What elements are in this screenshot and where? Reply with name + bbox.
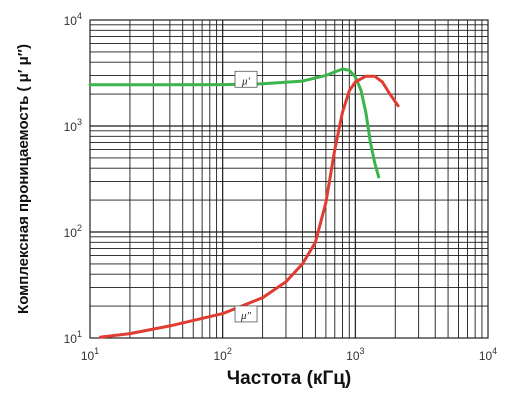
series-line-mu-prime bbox=[88, 67, 381, 179]
grid bbox=[90, 20, 488, 338]
series-layer: μ′ μ″ bbox=[88, 67, 400, 339]
series-line-mu-double-prime bbox=[99, 74, 400, 339]
x-tick-label: 103 bbox=[346, 346, 364, 363]
y-axis-label: Комплексная проницаемость ( μ′ μ″) bbox=[15, 44, 32, 314]
series-label: μ″ bbox=[240, 310, 252, 322]
series-label-box bbox=[234, 70, 258, 88]
y-tick-label: 102 bbox=[64, 223, 82, 240]
x-axis-label: Частота (кГц) bbox=[227, 368, 351, 389]
y-tick-label: 101 bbox=[64, 329, 82, 346]
y-tick-label: 103 bbox=[64, 117, 82, 134]
y-tick-label: 104 bbox=[64, 11, 82, 28]
series-label: μ′ bbox=[241, 75, 251, 87]
series-label-box bbox=[234, 305, 258, 323]
x-tick-label: 101 bbox=[81, 346, 99, 363]
x-tick-label: 104 bbox=[479, 346, 497, 363]
tick-labels: 101 102 103 104 101 102 103 104 bbox=[64, 11, 498, 363]
x-tick-label: 102 bbox=[213, 346, 231, 363]
plot-area bbox=[89, 19, 489, 339]
